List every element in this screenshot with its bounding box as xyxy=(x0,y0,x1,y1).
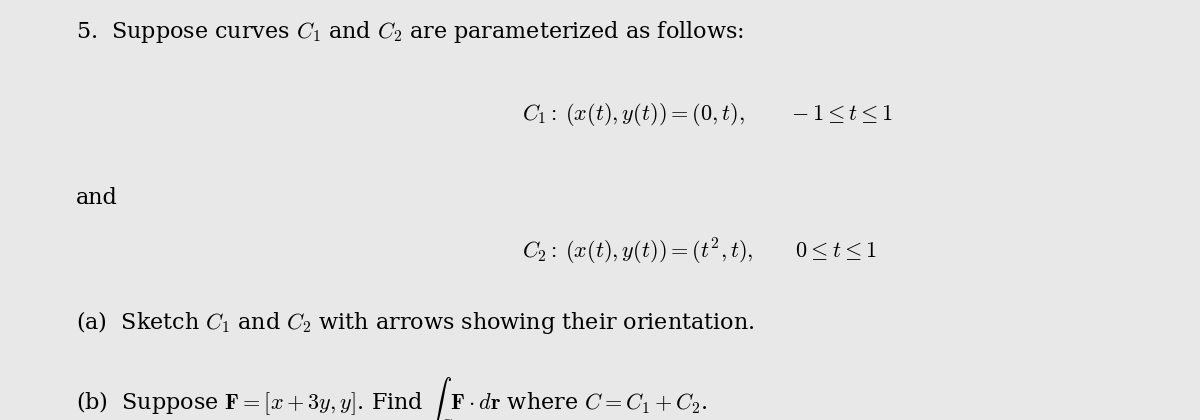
Text: (a)  Sketch $C_1$ and $C_2$ with arrows showing their orientation.: (a) Sketch $C_1$ and $C_2$ with arrows s… xyxy=(76,309,754,336)
Text: and: and xyxy=(76,187,118,209)
Text: $C_2 :\:(x(t), y(t)) = (t^2, t), \qquad 0 \leq t \leq 1$: $C_2 :\:(x(t), y(t)) = (t^2, t), \qquad … xyxy=(522,237,877,267)
Text: 5.  Suppose curves $C_1$ and $C_2$ are parameterized as follows:: 5. Suppose curves $C_1$ and $C_2$ are pa… xyxy=(76,19,744,45)
Text: (b)  Suppose $\mathbf{F} = [x + 3y, y]$. Find $\int_C \mathbf{F} \cdot d\mathbf{: (b) Suppose $\mathbf{F} = [x + 3y, y]$. … xyxy=(76,376,707,420)
Text: $C_1 :\:(x(t), y(t)) = (0, t), \qquad -1 \leq t \leq 1$: $C_1 :\:(x(t), y(t)) = (0, t), \qquad -1… xyxy=(522,101,893,128)
